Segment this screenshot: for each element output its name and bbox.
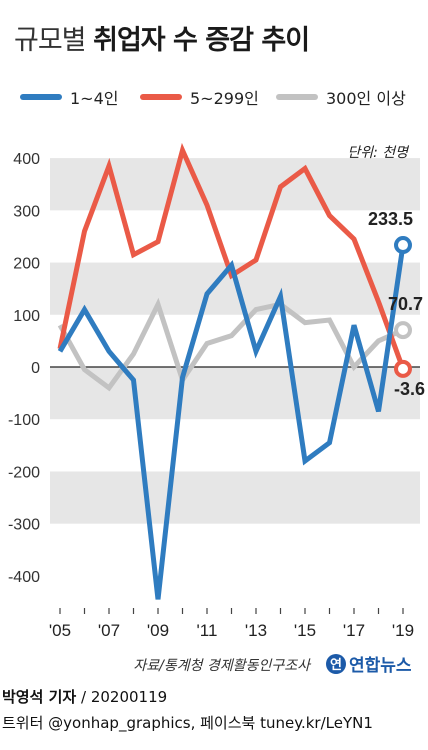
- yonhap-logo-icon: 연: [326, 653, 346, 674]
- chart-title: 규모별 취업자 수 증감 추이: [14, 18, 310, 57]
- legend-label: 5~299인: [190, 89, 259, 108]
- yonhap-logo: 연 연합뉴스: [326, 651, 412, 676]
- x-tick-label: '05: [49, 621, 71, 640]
- series-line: [57, 244, 406, 600]
- yonhap-logo-text: 연합뉴스: [349, 656, 412, 676]
- legend-swatch: [276, 94, 318, 100]
- x-tick-label: '09: [147, 621, 169, 640]
- source-note: 자료/통계청 경제활동인구조사: [133, 658, 310, 674]
- series-end-marker: [394, 321, 412, 340]
- legend-item: 1~4인: [20, 84, 119, 110]
- grid-band: [50, 158, 420, 211]
- unit-label: 단위: 천명: [347, 145, 410, 161]
- legend-label: 300인 이상: [326, 89, 406, 108]
- data-label: 70.7: [388, 294, 423, 314]
- series-end-marker: [394, 236, 412, 255]
- y-tick-label: 0: [31, 360, 40, 377]
- x-tick-label: '15: [294, 621, 316, 640]
- reporter-name: 박영석 기자: [2, 688, 77, 706]
- y-tick-label: 400: [13, 151, 40, 168]
- y-tick-label: -400: [8, 569, 40, 586]
- grid-band: [50, 471, 420, 524]
- legend-swatch: [140, 94, 182, 100]
- data-label: 233.5: [368, 209, 413, 229]
- x-tick-label: '13: [245, 621, 267, 640]
- series-line: [57, 142, 406, 370]
- line-chart: 400 300 200 100 0 -100 -200 -300 -400 '05 '07 '09 '1…: [8, 142, 425, 640]
- legend-label: 1~4인: [70, 89, 119, 108]
- legend-swatch: [20, 94, 62, 100]
- social-accounts: 트위터 @yonhap_graphics, 페이스북 tuney.kr/LeYN…: [2, 714, 373, 732]
- legend-item: 5~299인: [140, 84, 259, 110]
- x-tick-label: '07: [98, 621, 120, 640]
- y-tick-label: 100: [13, 308, 40, 325]
- y-tick-label: 200: [13, 256, 40, 273]
- y-tick-label: -100: [8, 412, 40, 429]
- reporter-credit: 박영석 기자 / 20200119: [2, 688, 168, 706]
- x-tick-label: '11: [197, 621, 218, 640]
- publish-date: 20200119: [90, 688, 168, 706]
- y-tick-label: 300: [13, 203, 40, 220]
- y-tick-label: -300: [8, 517, 40, 534]
- legend: 1~4인 5~299인 300인 이상: [20, 84, 420, 114]
- y-tick-label: -200: [8, 464, 40, 481]
- x-tick-label: '19: [392, 621, 414, 640]
- chart-title-bold: 취업자 수 증감 추이: [93, 25, 310, 56]
- data-label: -3.6: [394, 379, 425, 399]
- series-line: [57, 297, 405, 392]
- x-tick-label: '17: [343, 621, 365, 640]
- grid-band: [50, 367, 420, 420]
- series-end-marker: [394, 359, 412, 378]
- legend-item: 300인 이상: [276, 84, 406, 110]
- chart-title-light: 규모별: [14, 25, 87, 56]
